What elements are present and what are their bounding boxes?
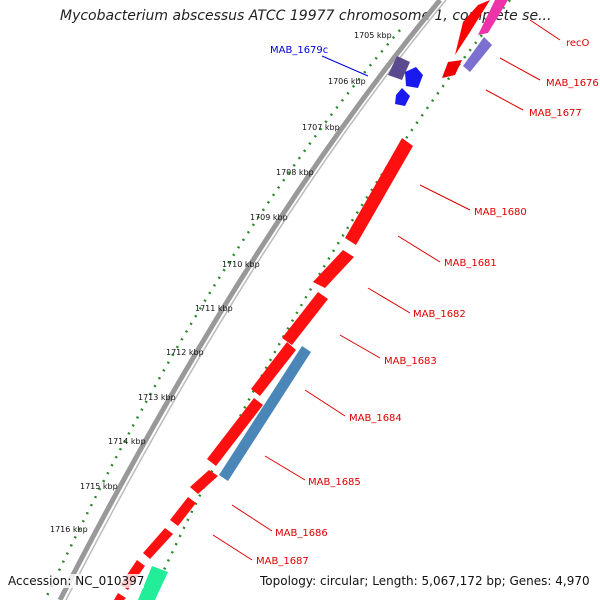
label-leader-line: [367, 287, 411, 314]
label-leader-line: [529, 19, 561, 41]
outer-dotted-arc: [43, 29, 401, 600]
gene-MAB_1676[interactable]: [478, 0, 508, 35]
gene-label-MAB_1685[interactable]: MAB_1685: [308, 477, 361, 488]
gene-MAB_1679c-a[interactable]: [405, 67, 423, 88]
gene-label-recO[interactable]: recO: [566, 38, 590, 49]
gene-MAB_1679c-b[interactable]: [395, 88, 410, 106]
gene-label-MAB_1682[interactable]: MAB_1682: [413, 309, 466, 320]
gene-bottom-2[interactable]: [114, 593, 126, 600]
label-leader-line: [339, 334, 381, 359]
tick-label: 1710 kbp: [222, 260, 260, 269]
gene-MAB_1685[interactable]: [190, 470, 218, 494]
tick-label: 1708 kbp: [276, 168, 314, 177]
tick-label: 1714 kbp: [108, 437, 146, 446]
gene-MAB_1682[interactable]: [282, 292, 328, 345]
gene-label-MAB_1676[interactable]: MAB_1676: [546, 78, 599, 89]
tick-label: 1709 kbp: [250, 213, 288, 222]
label-leader-line: [499, 57, 541, 81]
forward-cds-track: [114, 0, 490, 600]
tick-layer: 1705 kbp 1706 kbp 1707 kbp 1708 kbp 1709 kbp…: [50, 31, 392, 534]
gene-label-MAB_1680[interactable]: MAB_1680: [474, 207, 527, 218]
gene-block-upper[interactable]: [442, 60, 462, 78]
gene-label-MAB_1677[interactable]: MAB_1677: [529, 108, 582, 119]
tick-label: 1707 kbp: [302, 123, 340, 132]
label-leader-line: [212, 534, 253, 561]
label-leader-line: [397, 235, 441, 263]
gene-label-MAB_1683[interactable]: MAB_1683: [384, 356, 437, 367]
gene-MAB_1680[interactable]: [345, 138, 413, 245]
gene-label-MAB_1686[interactable]: MAB_1686: [275, 528, 328, 539]
tick-label: 1711 kbp: [195, 304, 233, 313]
label-leader-line: [321, 55, 369, 77]
gene-MAB_1684[interactable]: [207, 398, 263, 466]
tick-label: 1705 kbp: [354, 31, 392, 40]
gene-steelblue-feature[interactable]: [219, 346, 311, 481]
tick-label: 1712 kbp: [166, 348, 204, 357]
accession-text: Accession: NC_010397: [8, 574, 145, 588]
gene-MAB_1686[interactable]: [170, 497, 196, 526]
gene-label-layer: MAB_1679c recO MAB_1676 MAB_1677 MAB_1680 MAB…: [212, 19, 599, 567]
label-leader-line: [231, 504, 273, 532]
tick-label: 1716 kbp: [50, 525, 88, 534]
gene-MAB_1687[interactable]: [143, 528, 173, 559]
label-leader-line: [419, 184, 471, 211]
gene-slate-feature[interactable]: [388, 56, 410, 80]
genome-info-text: Topology: circular; Length: 5,067,172 bp…: [260, 574, 590, 588]
gene-MAB_1677[interactable]: [463, 37, 492, 72]
gene-MAB_1683[interactable]: [251, 342, 296, 396]
gene-label-MAB_1681[interactable]: MAB_1681: [444, 258, 497, 269]
gene-label-MAB_1679c[interactable]: MAB_1679c: [270, 45, 328, 56]
tick-label: 1713 kbp: [138, 393, 176, 402]
tick-label: 1706 kbp: [328, 77, 366, 86]
label-leader-line: [304, 389, 346, 417]
label-leader-line: [264, 455, 306, 481]
gene-green-feature[interactable]: [138, 566, 168, 600]
tick-label: 1715 kbp: [80, 482, 118, 491]
gene-label-MAB_1687[interactable]: MAB_1687: [256, 556, 309, 567]
gene-recO[interactable]: [455, 0, 490, 55]
gene-MAB_1681[interactable]: [313, 250, 354, 288]
chromosome-backbone: [57, 0, 442, 600]
label-leader-line: [485, 89, 524, 111]
gene-label-MAB_1684[interactable]: MAB_1684: [349, 413, 402, 424]
